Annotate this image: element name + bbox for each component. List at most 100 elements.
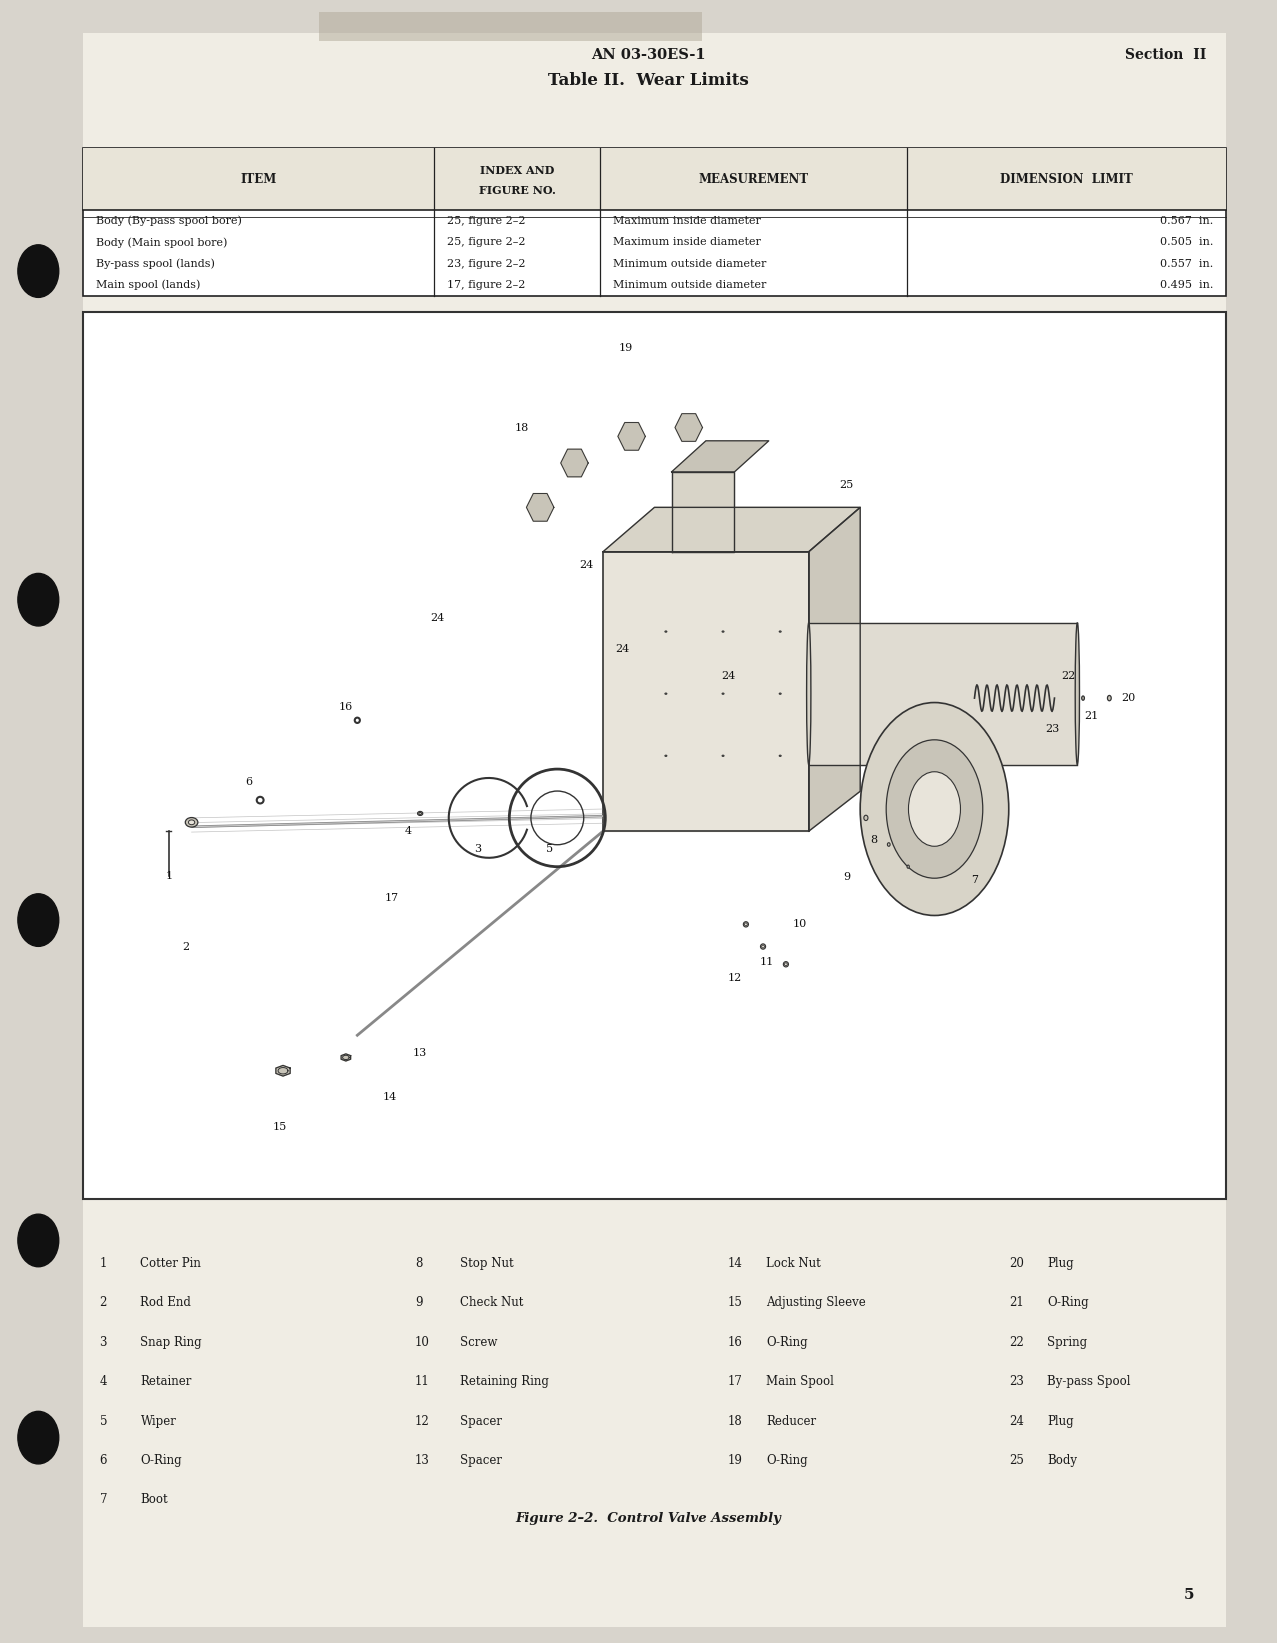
Ellipse shape xyxy=(744,923,747,925)
Ellipse shape xyxy=(783,961,788,968)
Text: Spacer: Spacer xyxy=(460,1415,502,1428)
Ellipse shape xyxy=(1107,695,1111,702)
Circle shape xyxy=(18,894,59,946)
Text: O-Ring: O-Ring xyxy=(140,1454,183,1467)
Text: 0.495  in.: 0.495 in. xyxy=(1160,279,1213,291)
Text: 24: 24 xyxy=(578,560,593,570)
Text: Section  II: Section II xyxy=(1125,48,1207,62)
Polygon shape xyxy=(526,493,554,521)
Text: 23: 23 xyxy=(1045,725,1060,734)
Text: 2: 2 xyxy=(183,941,189,951)
Text: 24: 24 xyxy=(1009,1415,1024,1428)
Text: INDEX AND: INDEX AND xyxy=(480,166,554,176)
Text: Table II.  Wear Limits: Table II. Wear Limits xyxy=(548,72,750,89)
Text: 21: 21 xyxy=(1009,1296,1024,1309)
Ellipse shape xyxy=(907,866,909,868)
Ellipse shape xyxy=(743,922,748,927)
Text: 25, figure 2–2: 25, figure 2–2 xyxy=(447,215,525,227)
Text: 7: 7 xyxy=(971,876,978,886)
Text: 1: 1 xyxy=(165,871,172,881)
Text: 0.505  in.: 0.505 in. xyxy=(1160,237,1213,248)
Text: 24: 24 xyxy=(722,670,736,680)
Text: Wiper: Wiper xyxy=(140,1415,176,1428)
Text: 10: 10 xyxy=(415,1336,430,1349)
Text: Body: Body xyxy=(1047,1454,1077,1467)
Text: 17: 17 xyxy=(384,892,398,902)
Ellipse shape xyxy=(1075,623,1079,764)
Text: 12: 12 xyxy=(728,973,742,983)
Text: 19: 19 xyxy=(619,343,633,353)
Text: 6: 6 xyxy=(245,777,253,787)
Text: O-Ring: O-Ring xyxy=(766,1336,808,1349)
Polygon shape xyxy=(341,1053,351,1061)
Text: Adjusting Sleeve: Adjusting Sleeve xyxy=(766,1296,866,1309)
Text: 16: 16 xyxy=(728,1336,743,1349)
Polygon shape xyxy=(808,508,861,831)
Ellipse shape xyxy=(419,812,421,815)
Text: 11: 11 xyxy=(760,956,774,966)
Text: 25: 25 xyxy=(1009,1454,1024,1467)
Text: 4: 4 xyxy=(405,826,412,836)
Text: O-Ring: O-Ring xyxy=(766,1454,808,1467)
Text: Retaining Ring: Retaining Ring xyxy=(460,1375,549,1388)
Text: Body (Main spool bore): Body (Main spool bore) xyxy=(96,237,227,248)
Text: 9: 9 xyxy=(843,872,850,882)
Text: 15: 15 xyxy=(272,1122,287,1132)
Text: Stop Nut: Stop Nut xyxy=(460,1257,513,1270)
Text: 23: 23 xyxy=(1009,1375,1024,1388)
Polygon shape xyxy=(603,508,861,552)
Text: 20: 20 xyxy=(1009,1257,1024,1270)
Text: Lock Nut: Lock Nut xyxy=(766,1257,821,1270)
Text: 8: 8 xyxy=(415,1257,423,1270)
Text: 7: 7 xyxy=(100,1493,107,1507)
Text: Main Spool: Main Spool xyxy=(766,1375,834,1388)
Ellipse shape xyxy=(861,703,1009,915)
Polygon shape xyxy=(672,472,734,552)
Text: Maximum inside diameter: Maximum inside diameter xyxy=(613,237,761,248)
Polygon shape xyxy=(676,414,702,442)
Text: 14: 14 xyxy=(728,1257,743,1270)
Text: 17: 17 xyxy=(728,1375,743,1388)
Ellipse shape xyxy=(888,843,890,846)
Text: 15: 15 xyxy=(728,1296,743,1309)
Text: 19: 19 xyxy=(728,1454,743,1467)
Text: 12: 12 xyxy=(415,1415,430,1428)
Ellipse shape xyxy=(761,943,766,950)
Text: Cotter Pin: Cotter Pin xyxy=(140,1257,202,1270)
Text: Reducer: Reducer xyxy=(766,1415,816,1428)
Text: Figure 2–2.  Control Valve Assembly: Figure 2–2. Control Valve Assembly xyxy=(516,1512,782,1525)
Bar xyxy=(83,312,1226,1199)
Text: Boot: Boot xyxy=(140,1493,169,1507)
Text: Rod End: Rod End xyxy=(140,1296,192,1309)
Text: 0.567  in.: 0.567 in. xyxy=(1160,215,1213,227)
Text: 24: 24 xyxy=(616,644,630,654)
Text: 2: 2 xyxy=(100,1296,107,1309)
Text: 1: 1 xyxy=(100,1257,107,1270)
Text: 17, figure 2–2: 17, figure 2–2 xyxy=(447,279,525,291)
Text: 20: 20 xyxy=(1121,693,1137,703)
Text: By-pass spool (lands): By-pass spool (lands) xyxy=(96,258,215,269)
Bar xyxy=(83,148,1226,210)
Text: Screw: Screw xyxy=(460,1336,497,1349)
Text: 6: 6 xyxy=(100,1454,107,1467)
Text: Snap Ring: Snap Ring xyxy=(140,1336,202,1349)
Text: 5: 5 xyxy=(100,1415,107,1428)
Circle shape xyxy=(18,1411,59,1464)
Circle shape xyxy=(18,1214,59,1267)
Text: 10: 10 xyxy=(793,920,807,930)
Polygon shape xyxy=(276,1065,290,1076)
Polygon shape xyxy=(603,552,808,831)
Ellipse shape xyxy=(761,945,765,948)
Polygon shape xyxy=(672,440,769,472)
Bar xyxy=(319,12,702,41)
Text: 3: 3 xyxy=(474,845,481,854)
Bar xyxy=(83,33,1226,1627)
Text: Check Nut: Check Nut xyxy=(460,1296,524,1309)
Ellipse shape xyxy=(189,820,194,825)
Ellipse shape xyxy=(418,812,423,815)
Ellipse shape xyxy=(807,623,811,764)
Ellipse shape xyxy=(185,818,198,826)
Text: By-pass Spool: By-pass Spool xyxy=(1047,1375,1130,1388)
Ellipse shape xyxy=(1082,697,1084,700)
Ellipse shape xyxy=(908,772,960,846)
